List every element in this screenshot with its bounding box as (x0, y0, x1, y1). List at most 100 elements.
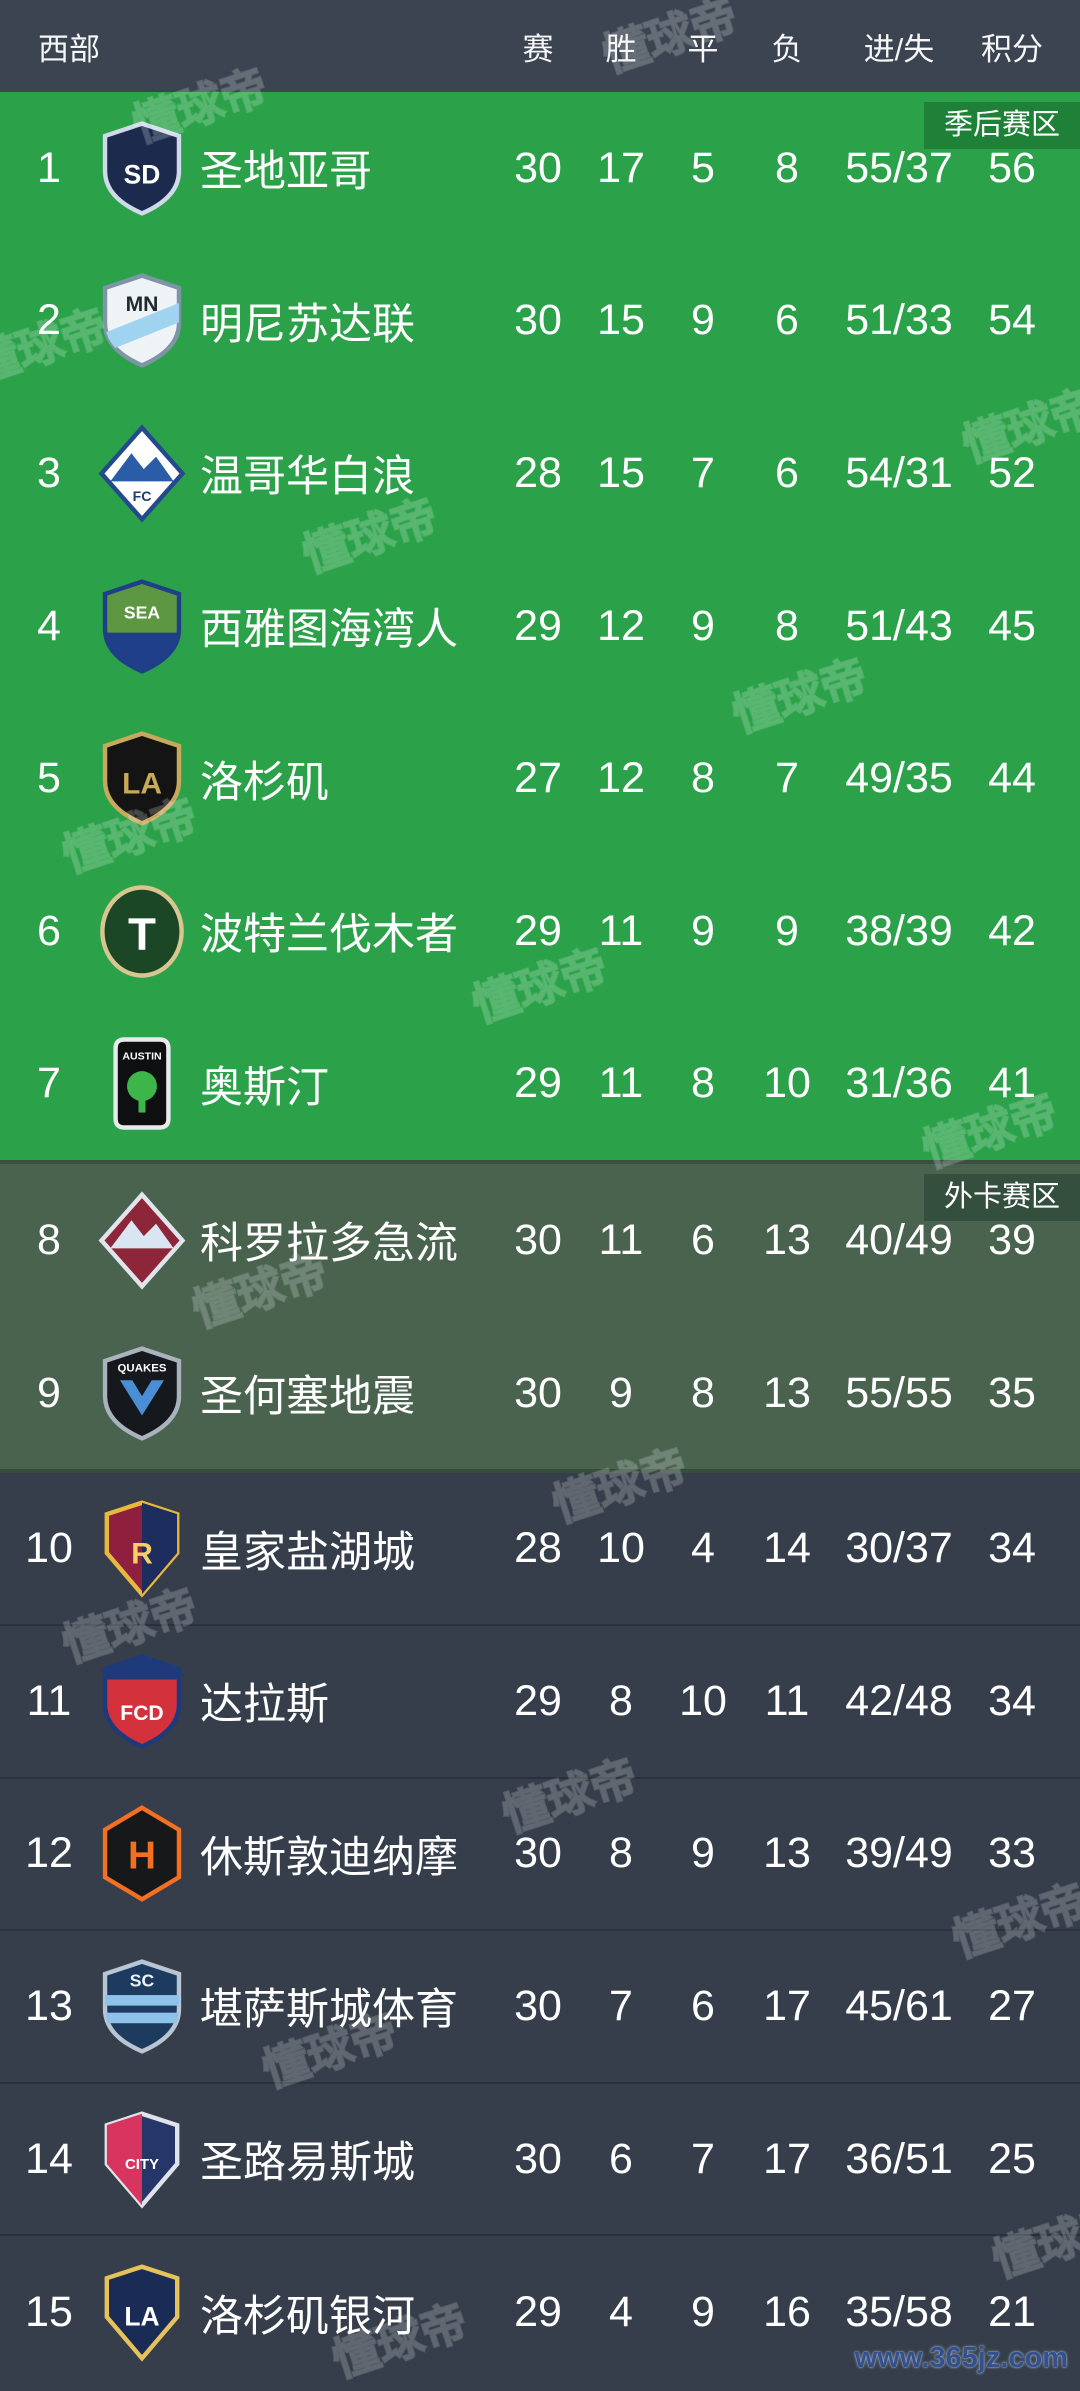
seattle-sounders-crest-icon: SEA (98, 577, 186, 676)
stat-points: 33 (988, 1829, 1036, 1878)
stat-wins: 12 (597, 601, 645, 650)
column-header-goals: 进/失 (863, 31, 935, 67)
table-row[interactable]: 3 FC 温哥华白浪 28 15 7 6 54/31 52 (0, 397, 1080, 550)
table-row[interactable]: 8 科罗拉多急流 30 11 6 13 40/49 39 (0, 1164, 1080, 1317)
stat-points: 41 (988, 1059, 1036, 1108)
stat-played: 30 (514, 1829, 562, 1878)
st-louis-city-crest-icon: CITY (98, 2110, 186, 2209)
team-name: 皇家盐湖城 (200, 1528, 415, 1577)
stat-losses: 7 (775, 754, 799, 803)
stat-played: 30 (514, 1981, 562, 2030)
colorado-rapids-crest-icon (98, 1191, 186, 1290)
team-name: 奥斯汀 (200, 1063, 329, 1112)
vancouver-whitecaps-crest-icon: FC (98, 424, 186, 523)
rank-label: 3 (37, 448, 61, 497)
table-row[interactable]: 7 AUSTIN 奥斯汀 29 11 8 10 31/36 41 (0, 1008, 1080, 1161)
team-name: 明尼苏达联 (200, 300, 415, 349)
table-row[interactable]: 5 LA 洛杉矶 27 12 8 7 49/35 44 (0, 702, 1080, 855)
stat-points: 42 (988, 906, 1036, 955)
table-row[interactable]: 11 FCD 达拉斯 29 8 10 11 42/48 34 (0, 1626, 1080, 1779)
stat-points: 34 (988, 1676, 1036, 1725)
team-name: 科罗拉多急流 (200, 1220, 458, 1269)
column-header-draws: 平 (687, 31, 719, 67)
stat-points: 44 (988, 754, 1036, 803)
stat-points: 25 (988, 2134, 1036, 2183)
stat-goals: 35/58 (845, 2288, 953, 2337)
stat-draws: 7 (691, 448, 715, 497)
table-row[interactable]: 15 LA 洛杉矶银河 29 4 9 16 35/58 21 (0, 2236, 1080, 2389)
stat-losses: 11 (764, 1676, 810, 1725)
stat-points: 34 (988, 1524, 1036, 1573)
stat-goals: 54/31 (845, 448, 953, 497)
table-row[interactable]: 10 R 皇家盐湖城 28 10 4 14 30/37 34 (0, 1473, 1080, 1626)
stat-points: 56 (988, 143, 1036, 192)
stat-goals: 51/33 (845, 296, 953, 345)
site-watermark: www.365jz.com (854, 2342, 1068, 2374)
svg-text:T: T (128, 909, 156, 960)
stat-goals: 42/48 (845, 1676, 953, 1725)
team-name: 圣路易斯城 (200, 2139, 415, 2188)
table-row[interactable]: 6 T 波特兰伐木者 29 11 9 9 38/39 42 (0, 855, 1080, 1008)
team-name: 西雅图海湾人 (200, 606, 458, 655)
stat-losses: 6 (775, 448, 799, 497)
stat-goals: 40/49 (845, 1215, 953, 1264)
stat-losses: 13 (763, 1368, 811, 1417)
svg-text:SD: SD (124, 159, 161, 189)
sporting-kc-crest-icon: SC (98, 1957, 186, 2056)
stat-wins: 15 (597, 448, 645, 497)
table-row[interactable]: 12 H 休斯敦迪纳摩 30 8 9 13 39/49 33 (0, 1779, 1080, 1932)
stat-draws: 6 (691, 1981, 715, 2030)
minnesota-united-crest-icon: MN (98, 271, 186, 370)
non-playoff-section: 10 R 皇家盐湖城 28 10 4 14 30/37 34 11 FCD 达拉… (0, 1473, 1080, 2389)
table-row[interactable]: 1 SD 圣地亚哥 30 17 5 8 55/37 56 (0, 92, 1080, 245)
stat-draws: 6 (691, 1215, 715, 1264)
lafc-crest-icon: LA (98, 729, 186, 828)
stat-wins: 11 (598, 1059, 644, 1108)
stat-wins: 17 (597, 143, 645, 192)
stat-played: 30 (514, 1215, 562, 1264)
table-row[interactable]: 14 CITY 圣路易斯城 30 6 7 17 36/51 25 (0, 2084, 1080, 2237)
svg-text:SEA: SEA (124, 602, 160, 622)
table-row[interactable]: 4 SEA 西雅图海湾人 29 12 9 8 51/43 45 (0, 550, 1080, 703)
stat-wins: 15 (597, 296, 645, 345)
stat-draws: 9 (691, 2288, 715, 2337)
stat-played: 30 (514, 1368, 562, 1417)
fc-dallas-crest-icon: FCD (98, 1652, 186, 1751)
playoff-zone-section: 季后赛区 1 SD 圣地亚哥 30 17 5 8 55/37 56 2 MN 明… (0, 92, 1080, 1161)
table-row[interactable]: 9 QUAKES 圣何塞地震 30 9 8 13 55/55 35 (0, 1317, 1080, 1470)
stat-wins: 7 (609, 1981, 633, 2030)
stat-goals: 38/39 (845, 906, 953, 955)
stat-losses: 17 (763, 1981, 811, 2030)
rank-label: 10 (25, 1524, 73, 1573)
stat-wins: 6 (609, 2134, 633, 2183)
stat-goals: 30/37 (845, 1524, 953, 1573)
stat-wins: 12 (597, 754, 645, 803)
table-header: 西部 赛 胜 平 负 进/失 积分 (0, 0, 1080, 92)
stat-losses: 9 (775, 906, 799, 955)
svg-text:LA: LA (122, 768, 162, 801)
real-salt-lake-crest-icon: R (98, 1499, 186, 1598)
stat-points: 39 (988, 1215, 1036, 1264)
stat-wins: 11 (598, 1215, 644, 1264)
stat-losses: 13 (763, 1215, 811, 1264)
stat-points: 21 (988, 2288, 1036, 2337)
stat-wins: 4 (609, 2288, 633, 2337)
rank-label: 1 (37, 143, 61, 192)
stat-played: 29 (514, 1059, 562, 1108)
stat-played: 29 (514, 1676, 562, 1725)
svg-text:H: H (128, 1835, 156, 1878)
stat-played: 29 (514, 601, 562, 650)
stat-goals: 51/43 (845, 601, 953, 650)
table-row[interactable]: 2 MN 明尼苏达联 30 15 9 6 51/33 54 (0, 245, 1080, 398)
stat-draws: 8 (691, 754, 715, 803)
stat-played: 29 (514, 906, 562, 955)
stat-wins: 10 (597, 1524, 645, 1573)
column-header-played: 赛 (522, 31, 554, 67)
rank-label: 15 (25, 2288, 73, 2337)
rank-label: 2 (37, 296, 61, 345)
stat-played: 30 (514, 143, 562, 192)
austin-fc-crest-icon: AUSTIN (98, 1034, 186, 1133)
column-header-points: 积分 (981, 31, 1043, 67)
stat-wins: 8 (609, 1829, 633, 1878)
table-row[interactable]: 13 SC 堪萨斯城体育 30 7 6 17 45/61 27 (0, 1931, 1080, 2084)
